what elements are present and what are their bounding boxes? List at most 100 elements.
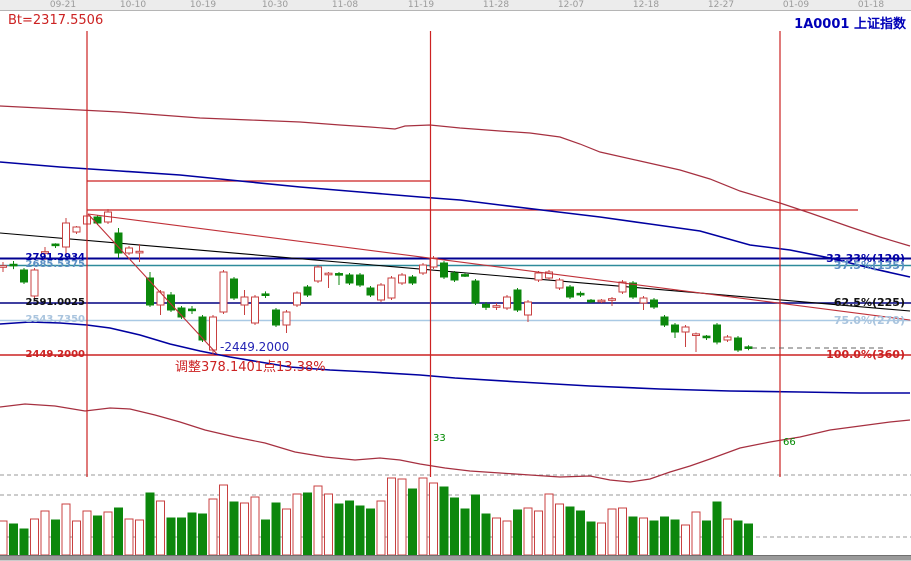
- volume-bar: [681, 524, 690, 556]
- volume-bar: [166, 517, 176, 556]
- volume-bar: [702, 520, 711, 556]
- low-price-callout: -2449.2000: [220, 340, 290, 354]
- candle-body: [408, 276, 417, 284]
- volume-bar: [324, 493, 333, 556]
- volume-bar: [282, 508, 291, 556]
- candle-body: [366, 287, 375, 296]
- symbol-code: 1A0001: [794, 17, 850, 32]
- volume-bar: [628, 516, 638, 556]
- candle-body: [209, 316, 217, 351]
- fib-level-label-62.5%(225): 62.5%(225): [833, 296, 905, 309]
- volume-bar: [408, 488, 417, 556]
- candle-body: [513, 289, 522, 311]
- candle-body: [482, 303, 490, 308]
- volume-bar: [229, 501, 239, 556]
- candle-body: [618, 281, 627, 293]
- volume-bar: [292, 493, 302, 556]
- candle-body: [692, 333, 700, 337]
- candle-body: [177, 307, 186, 318]
- volume-bar: [345, 500, 354, 556]
- candle-body: [555, 279, 564, 289]
- date-label-10-10: 10-10: [119, 0, 147, 10]
- price-level-label-2591.0025: 2591.0025: [25, 296, 85, 308]
- bt-indicator-label: Bt=2317.5506: [8, 13, 104, 28]
- candle-body: [671, 324, 679, 333]
- candle-body: [744, 346, 753, 349]
- cycle-count-66: 66: [783, 437, 796, 448]
- candle-body: [566, 286, 574, 298]
- candle-body: [387, 277, 396, 299]
- price-level-label-2685.5375: 2685.5375: [25, 259, 85, 270]
- candle-body: [146, 277, 154, 306]
- candle-body: [198, 316, 207, 341]
- date-label-12-07: 12-07: [557, 0, 585, 10]
- volume-bar: [124, 518, 134, 556]
- candle-body: [41, 251, 49, 254]
- candle-body: [356, 274, 364, 286]
- volume-bar: [271, 502, 281, 556]
- volume-bar: [261, 519, 270, 556]
- volume-bar: [0, 520, 8, 556]
- candle-body: [398, 274, 406, 284]
- candle-body: [135, 250, 144, 254]
- upper-envelope-line: [0, 105, 911, 247]
- volume-bar: [40, 510, 50, 556]
- volume-bar: [30, 518, 39, 556]
- candle-body: [188, 308, 196, 312]
- volume-bar: [51, 519, 60, 556]
- trend-line: [87, 213, 911, 321]
- date-label-09-21: 09-21: [49, 0, 77, 10]
- cycle-count-33: 33: [433, 433, 446, 444]
- volume-bar: [744, 523, 753, 556]
- volume-bar: [187, 512, 197, 556]
- candle-body: [345, 274, 354, 284]
- candle-body: [702, 335, 711, 339]
- candle-body: [125, 247, 133, 254]
- volume-bar: [103, 511, 113, 556]
- volume-bar: [481, 513, 491, 556]
- candle-body: [324, 272, 333, 276]
- lower-envelope-line: [0, 403, 911, 483]
- date-label-10-30: 10-30: [261, 0, 289, 10]
- volume-bar: [114, 507, 123, 556]
- lower-ma-line: [0, 321, 910, 394]
- candle-body: [503, 296, 511, 309]
- candle-body: [0, 265, 7, 268]
- volume-bar: [723, 518, 732, 556]
- candle-body: [587, 299, 595, 303]
- adjustment-annotation: 调整378.1401点13.38%: [175, 360, 326, 375]
- candle-body: [723, 336, 732, 341]
- volume-bar: [492, 517, 501, 556]
- candle-body: [51, 243, 60, 247]
- candle-body: [282, 311, 291, 326]
- volume-bar: [607, 508, 617, 556]
- date-axis[interactable]: 09-21 10-10 10-19 10-30 11-08 11-19 11-28 12-07…: [0, 0, 911, 11]
- volume-bar: [565, 506, 575, 556]
- candle-body: [597, 299, 606, 303]
- volume-bar: [471, 494, 480, 556]
- candle-body: [545, 271, 553, 279]
- candle-body: [524, 301, 532, 316]
- volume-bar: [156, 500, 165, 556]
- volume-bar: [502, 520, 512, 556]
- candle-body: [230, 278, 238, 299]
- candle-body: [251, 296, 259, 324]
- volume-bar: [93, 515, 102, 556]
- date-label-12-27: 12-27: [707, 0, 735, 10]
- volume-bar: [513, 509, 522, 556]
- candle-body: [576, 292, 585, 296]
- fib-level-label-33.33%(120): 33.33%(120): [826, 251, 905, 265]
- volume-bar: [450, 497, 459, 556]
- candle-body: [20, 269, 28, 283]
- volume-bar: [72, 520, 81, 556]
- symbol-label: 1A0001 上证指数: [794, 13, 906, 32]
- date-label-10-19: 10-19: [189, 0, 217, 10]
- date-label-11-19: 11-19: [407, 0, 435, 10]
- volume-bar: [523, 507, 533, 556]
- candle-body: [303, 286, 312, 296]
- volume-bar: [334, 503, 344, 556]
- date-label-12-18: 12-18: [632, 0, 660, 10]
- volume-bar: [649, 520, 659, 556]
